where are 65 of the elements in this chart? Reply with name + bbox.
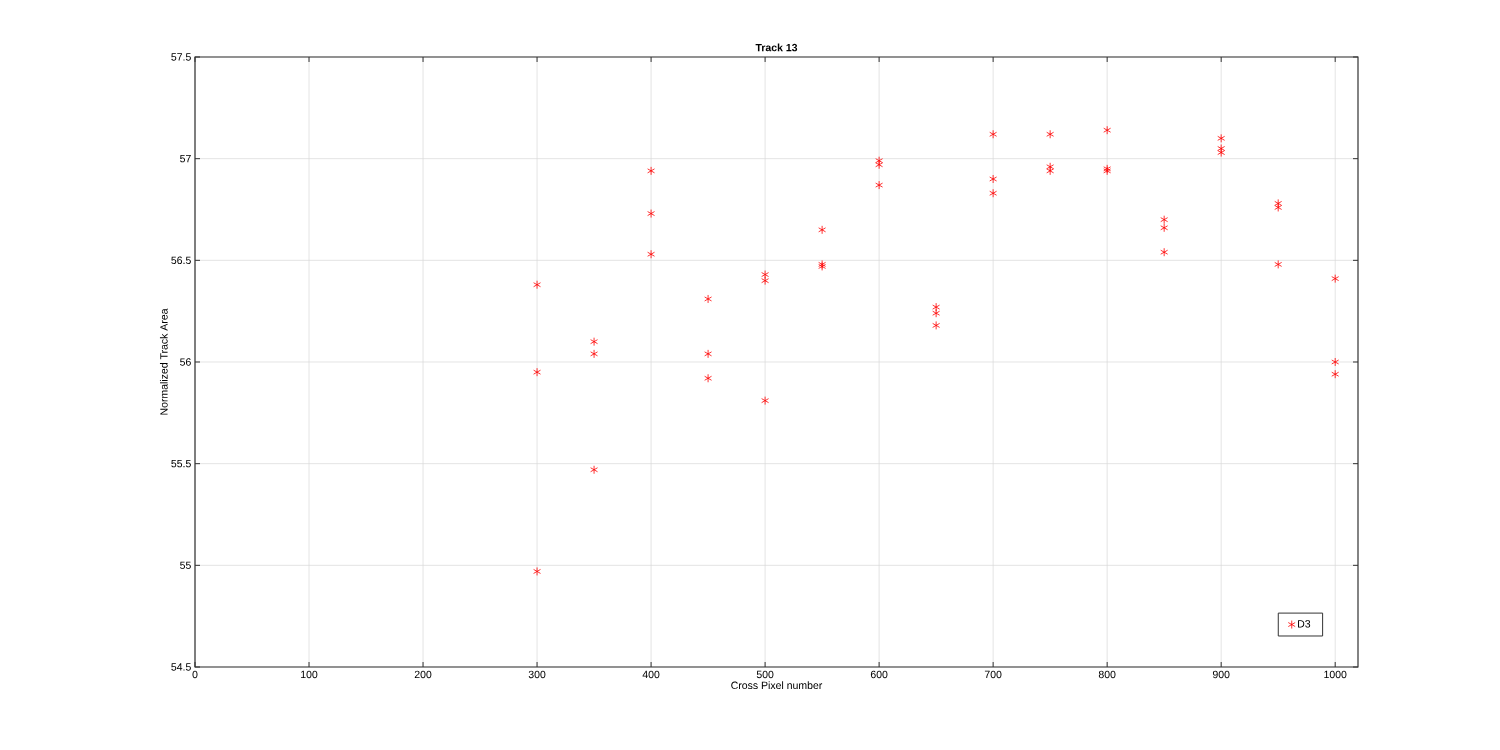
point bbox=[989, 188, 997, 198]
legend-label: D3 bbox=[1298, 620, 1311, 628]
point bbox=[1046, 166, 1055, 176]
point bbox=[818, 262, 826, 271]
x-tick-label: 700 bbox=[984, 670, 1002, 679]
x-tick-label: 800 bbox=[1098, 670, 1116, 679]
point bbox=[704, 294, 712, 304]
point bbox=[1160, 247, 1169, 257]
y-tick-label: 56.5 bbox=[171, 256, 191, 265]
x-tick-label: 900 bbox=[1212, 670, 1230, 679]
point bbox=[989, 129, 997, 139]
point bbox=[818, 259, 826, 269]
point bbox=[1103, 125, 1112, 135]
x-tick-label: 200 bbox=[414, 670, 432, 679]
y-tick-label: 55 bbox=[180, 561, 191, 569]
y-tick-label: 54.5 bbox=[171, 663, 191, 671]
point bbox=[1046, 129, 1055, 139]
y-tick-label: 56 bbox=[180, 358, 191, 366]
point bbox=[647, 209, 655, 218]
point bbox=[1274, 259, 1283, 269]
point bbox=[932, 308, 940, 318]
point bbox=[1274, 198, 1283, 208]
x-tick-label: 100 bbox=[301, 670, 318, 679]
x-axis-title: Cross Pixel number bbox=[731, 681, 823, 690]
y-tick-label: 57.5 bbox=[171, 53, 191, 61]
point bbox=[761, 270, 769, 279]
x-tick-label: 500 bbox=[756, 670, 774, 679]
point bbox=[875, 156, 883, 166]
x-tick-label: 0 bbox=[192, 670, 198, 679]
point bbox=[533, 280, 541, 290]
point bbox=[1160, 223, 1169, 233]
y-tick-label: 55.5 bbox=[171, 460, 191, 468]
x-tick-label: 1000 bbox=[1324, 670, 1347, 679]
point bbox=[1331, 274, 1340, 284]
point bbox=[1274, 203, 1283, 212]
point bbox=[875, 180, 883, 190]
point bbox=[1217, 144, 1226, 153]
y-tick-label: 57 bbox=[180, 155, 191, 163]
point bbox=[818, 225, 826, 235]
point bbox=[875, 160, 883, 170]
point bbox=[533, 367, 541, 377]
x-tick-label: 400 bbox=[642, 670, 660, 679]
point bbox=[533, 567, 541, 576]
point bbox=[989, 174, 997, 184]
point bbox=[1331, 369, 1340, 379]
point bbox=[1046, 162, 1055, 172]
point bbox=[704, 349, 712, 359]
point bbox=[1331, 357, 1340, 367]
point bbox=[932, 320, 940, 330]
point bbox=[1160, 215, 1169, 225]
point bbox=[704, 373, 712, 383]
point bbox=[590, 337, 598, 347]
chart-title: Track 13 bbox=[755, 43, 798, 52]
point bbox=[647, 249, 655, 259]
point bbox=[761, 276, 769, 286]
x-tick-label: 300 bbox=[528, 670, 546, 679]
point bbox=[590, 349, 598, 359]
point bbox=[1217, 133, 1226, 143]
point bbox=[590, 465, 598, 475]
x-tick-label: 600 bbox=[870, 670, 888, 679]
point bbox=[761, 396, 769, 406]
point bbox=[1217, 148, 1226, 157]
y-axis-title: Normalized Track Area bbox=[159, 308, 168, 415]
point bbox=[932, 302, 940, 312]
point bbox=[647, 166, 655, 176]
